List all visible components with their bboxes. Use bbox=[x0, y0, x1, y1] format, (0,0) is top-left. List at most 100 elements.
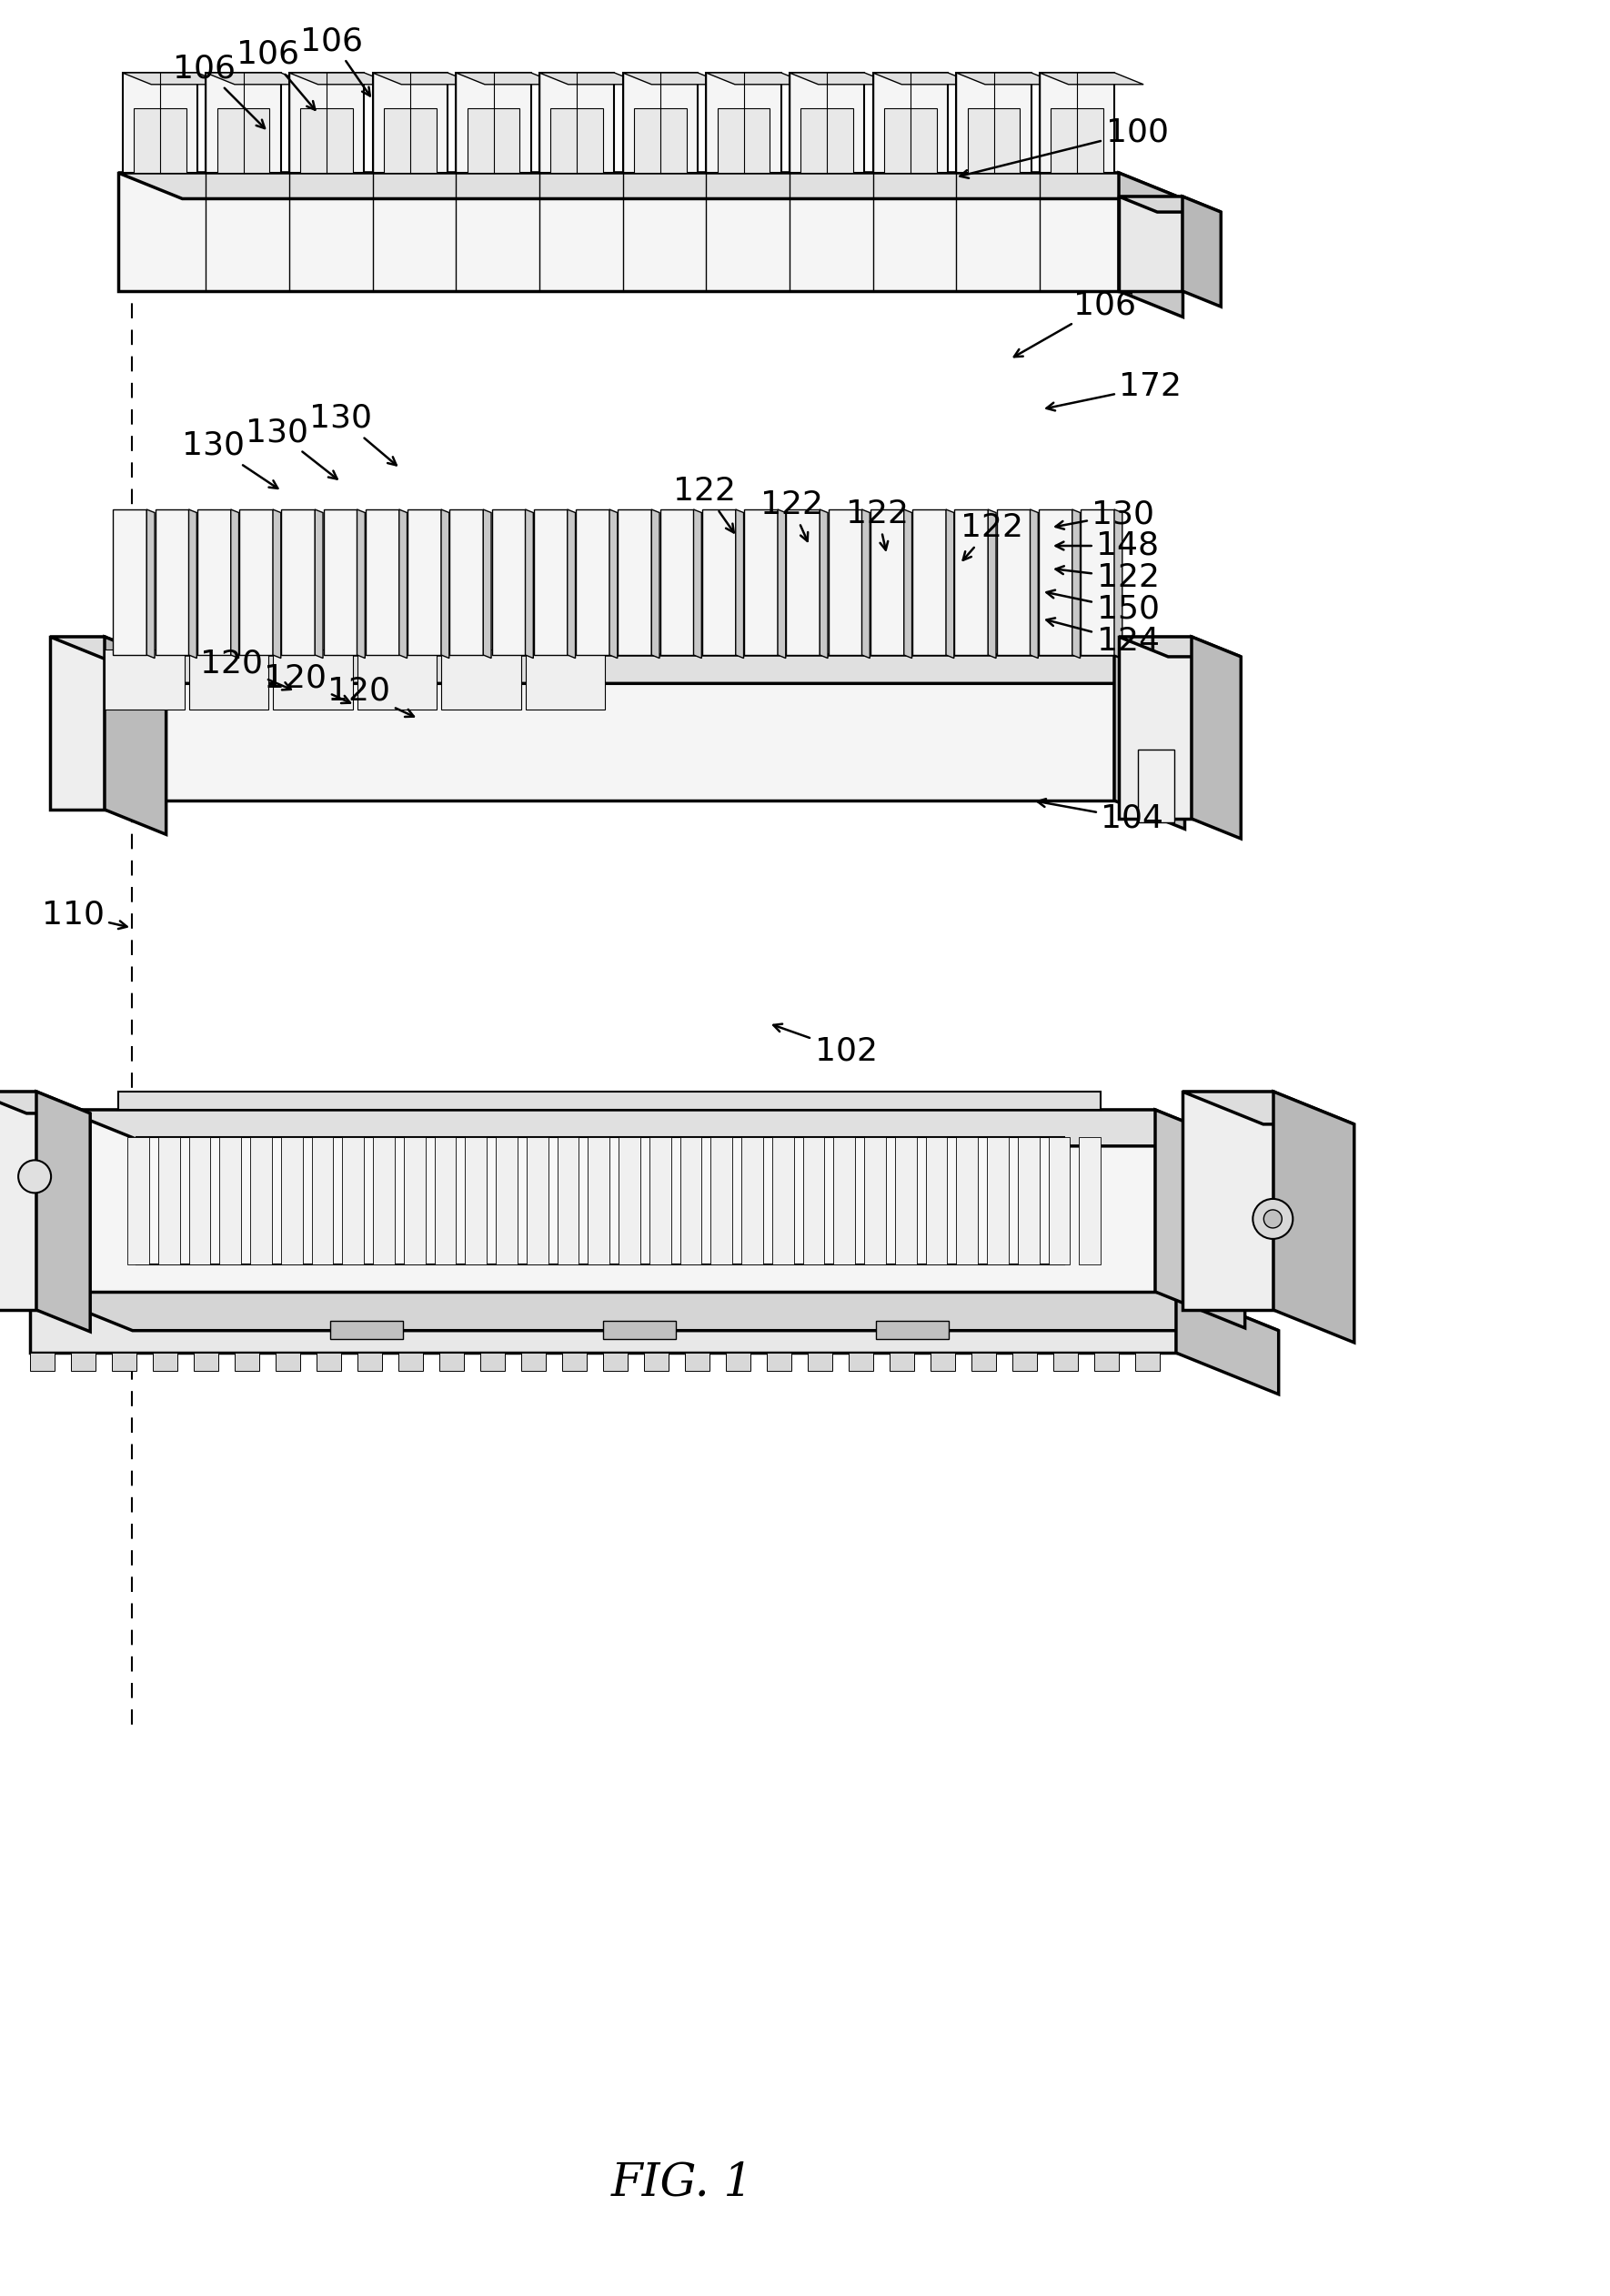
Polygon shape bbox=[1072, 510, 1080, 659]
Polygon shape bbox=[710, 1137, 733, 1265]
Polygon shape bbox=[217, 108, 269, 172]
Polygon shape bbox=[588, 1137, 610, 1265]
Text: 122: 122 bbox=[1056, 563, 1159, 592]
Polygon shape bbox=[618, 510, 652, 654]
Text: 106: 106 bbox=[237, 39, 316, 110]
Polygon shape bbox=[956, 73, 1059, 85]
Text: 102: 102 bbox=[773, 1024, 877, 1065]
Polygon shape bbox=[562, 1352, 586, 1371]
Polygon shape bbox=[1182, 1091, 1354, 1125]
Polygon shape bbox=[1119, 636, 1241, 657]
Polygon shape bbox=[873, 73, 948, 172]
Polygon shape bbox=[890, 1352, 914, 1371]
Text: 124: 124 bbox=[1046, 618, 1159, 657]
Polygon shape bbox=[372, 73, 448, 172]
Polygon shape bbox=[1013, 1352, 1037, 1371]
Text: 106: 106 bbox=[174, 53, 264, 129]
Polygon shape bbox=[865, 1137, 886, 1265]
Polygon shape bbox=[834, 1137, 855, 1265]
Polygon shape bbox=[1053, 1352, 1077, 1371]
Polygon shape bbox=[206, 73, 280, 172]
Polygon shape bbox=[440, 1352, 464, 1371]
Polygon shape bbox=[604, 1352, 628, 1371]
Polygon shape bbox=[357, 650, 436, 709]
Text: 130: 130 bbox=[246, 416, 336, 480]
Polygon shape bbox=[786, 510, 819, 654]
Polygon shape bbox=[1191, 636, 1241, 838]
Polygon shape bbox=[539, 73, 644, 85]
Polygon shape bbox=[1051, 108, 1103, 172]
Text: 130: 130 bbox=[182, 429, 279, 489]
Text: 120: 120 bbox=[264, 661, 349, 703]
Polygon shape bbox=[1030, 510, 1038, 659]
Polygon shape bbox=[1080, 510, 1114, 654]
Polygon shape bbox=[623, 73, 697, 172]
Polygon shape bbox=[441, 510, 449, 659]
Polygon shape bbox=[118, 172, 1183, 200]
Polygon shape bbox=[496, 1137, 517, 1265]
Polygon shape bbox=[219, 1137, 241, 1265]
Polygon shape bbox=[876, 1320, 948, 1339]
Polygon shape bbox=[193, 1352, 219, 1371]
Polygon shape bbox=[604, 1320, 676, 1339]
Polygon shape bbox=[1138, 751, 1174, 822]
Polygon shape bbox=[828, 510, 861, 654]
Text: 122: 122 bbox=[760, 489, 823, 542]
Polygon shape bbox=[71, 1352, 95, 1371]
Polygon shape bbox=[803, 1137, 824, 1265]
Polygon shape bbox=[290, 73, 393, 85]
Polygon shape bbox=[726, 1352, 750, 1371]
Polygon shape bbox=[702, 510, 736, 654]
Polygon shape bbox=[634, 108, 686, 172]
Polygon shape bbox=[610, 510, 618, 659]
Polygon shape bbox=[525, 510, 533, 659]
Text: 106: 106 bbox=[1014, 289, 1137, 356]
Polygon shape bbox=[0, 1091, 90, 1114]
Polygon shape bbox=[316, 510, 324, 659]
Text: 172: 172 bbox=[1046, 372, 1182, 411]
Polygon shape bbox=[372, 73, 477, 85]
Polygon shape bbox=[1095, 1352, 1119, 1371]
Polygon shape bbox=[113, 510, 147, 654]
Polygon shape bbox=[1040, 73, 1114, 172]
Polygon shape bbox=[491, 510, 525, 654]
Polygon shape bbox=[111, 1352, 137, 1371]
Polygon shape bbox=[707, 73, 810, 85]
Polygon shape bbox=[971, 1352, 997, 1371]
Polygon shape bbox=[931, 1352, 955, 1371]
Polygon shape bbox=[158, 1137, 180, 1265]
Polygon shape bbox=[324, 510, 357, 654]
Polygon shape bbox=[155, 510, 188, 654]
Polygon shape bbox=[467, 108, 520, 172]
Polygon shape bbox=[105, 636, 166, 833]
Polygon shape bbox=[50, 636, 105, 810]
Polygon shape bbox=[407, 510, 441, 654]
Polygon shape bbox=[480, 1352, 506, 1371]
Text: 122: 122 bbox=[847, 498, 910, 551]
Polygon shape bbox=[137, 1137, 1064, 1265]
Polygon shape bbox=[64, 1109, 1156, 1293]
Polygon shape bbox=[742, 1137, 763, 1265]
Polygon shape bbox=[1119, 172, 1183, 317]
Polygon shape bbox=[861, 510, 869, 659]
Polygon shape bbox=[903, 510, 911, 659]
Polygon shape bbox=[744, 510, 778, 654]
Polygon shape bbox=[773, 1137, 794, 1265]
Polygon shape bbox=[64, 1109, 1245, 1146]
Polygon shape bbox=[618, 1137, 641, 1265]
Polygon shape bbox=[1114, 654, 1185, 829]
Polygon shape bbox=[404, 1137, 425, 1265]
Polygon shape bbox=[441, 650, 522, 709]
Text: 106: 106 bbox=[301, 25, 370, 96]
Polygon shape bbox=[31, 1288, 1175, 1352]
Polygon shape bbox=[947, 510, 955, 659]
Polygon shape bbox=[456, 73, 531, 172]
Polygon shape bbox=[37, 1091, 90, 1332]
Polygon shape bbox=[956, 73, 1032, 172]
Polygon shape bbox=[926, 1137, 947, 1265]
Polygon shape bbox=[449, 510, 483, 654]
Polygon shape bbox=[808, 1352, 832, 1371]
Polygon shape bbox=[134, 108, 187, 172]
Polygon shape bbox=[649, 1137, 671, 1265]
Polygon shape bbox=[312, 1137, 333, 1265]
